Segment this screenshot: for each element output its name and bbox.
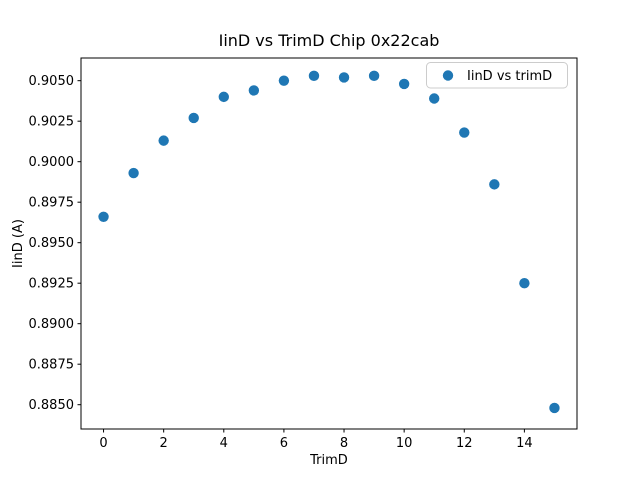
chart-title: IinD vs TrimD Chip 0x22cab: [219, 31, 440, 50]
y-axis-label: IinD (A): [11, 219, 26, 268]
legend-marker-icon: [442, 70, 454, 81]
legend-entry-label: IinD vs trimD: [467, 69, 552, 84]
x-tick-label: 0: [99, 436, 107, 451]
legend-frame: [426, 62, 568, 89]
data-point: [429, 93, 440, 104]
data-point: [308, 70, 320, 82]
x-tick-label: 12: [456, 436, 473, 451]
data-point: [188, 112, 199, 124]
data-point: [278, 75, 290, 86]
data-point: [489, 179, 500, 190]
x-axis-label: TrimD: [309, 453, 348, 468]
data-point: [98, 211, 109, 222]
legend: IinD vs trimD: [426, 62, 568, 89]
data-point: [459, 127, 470, 138]
x-tick-label: 8: [340, 436, 348, 451]
data-point: [368, 70, 380, 82]
plot-area: [81, 58, 577, 429]
y-tick-label: 0.8925: [29, 276, 75, 291]
y-axis-ticks: 0.8850 0.8875 0.8900 0.8925 0.8950 0.8975 0.90…: [29, 74, 81, 413]
data-point: [398, 78, 410, 90]
x-tick-label: 2: [160, 436, 168, 451]
data-point: [248, 85, 260, 96]
y-tick-label: 0.8950: [29, 236, 75, 251]
scatter-series: [98, 70, 560, 414]
y-tick-label: 0.9050: [29, 74, 75, 89]
data-point: [338, 72, 350, 83]
data-point: [128, 167, 139, 179]
x-axis-ticks: 0 2 4 6 8 10 12 14: [99, 429, 533, 451]
x-tick-label: 6: [280, 436, 288, 451]
data-point: [218, 91, 229, 103]
data-point: [519, 277, 530, 289]
axes-spines: [80, 57, 578, 430]
x-tick-label: 14: [516, 436, 533, 451]
y-tick-label: 0.9000: [29, 155, 75, 170]
y-tick-label: 0.8900: [29, 317, 75, 332]
y-tick-label: 0.8875: [29, 357, 75, 372]
x-tick-label: 10: [396, 436, 413, 451]
data-point: [549, 402, 560, 414]
y-tick-label: 0.8850: [29, 398, 75, 413]
x-tick-label: 4: [220, 436, 228, 451]
data-point: [158, 135, 169, 146]
y-tick-label: 0.9025: [29, 114, 75, 129]
y-tick-label: 0.8975: [29, 195, 75, 210]
